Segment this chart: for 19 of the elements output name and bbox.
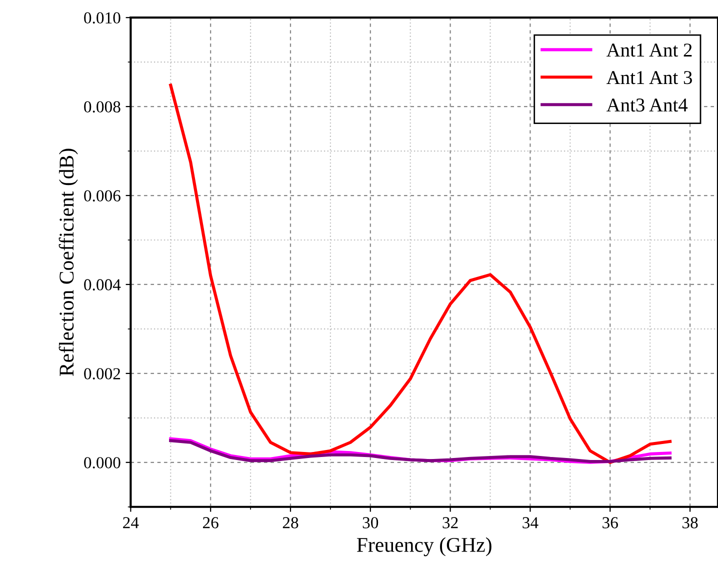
- y-tick-label: 0.002: [84, 368, 120, 380]
- y-tick-label: 0.010: [84, 12, 120, 24]
- y-tick-label: 0.008: [84, 101, 120, 113]
- x-tick-label: 24: [123, 517, 139, 528]
- y-tick-label: 0.004: [84, 279, 121, 290]
- x-tick-label: 28: [282, 517, 298, 528]
- legend-label: Ant3 Ant4: [606, 98, 688, 112]
- x-tick-label: 34: [522, 517, 538, 528]
- x-tick-label: 38: [682, 517, 698, 528]
- legend-label: Ant1 Ant 3: [606, 71, 692, 84]
- y-tick-label: 0.000: [84, 457, 120, 468]
- y-axis-title: Reflection Coefficient (dB): [58, 148, 78, 376]
- x-tick-label: 30: [362, 517, 378, 528]
- x-tick-label: 32: [442, 517, 458, 528]
- x-tick-label: 26: [202, 517, 218, 528]
- x-axis-title: Freuency (GHz): [356, 537, 492, 556]
- y-tick-label: 0.006: [84, 190, 120, 202]
- legend-label: Ant1 Ant 2: [606, 44, 692, 57]
- x-tick-label: 36: [602, 517, 618, 528]
